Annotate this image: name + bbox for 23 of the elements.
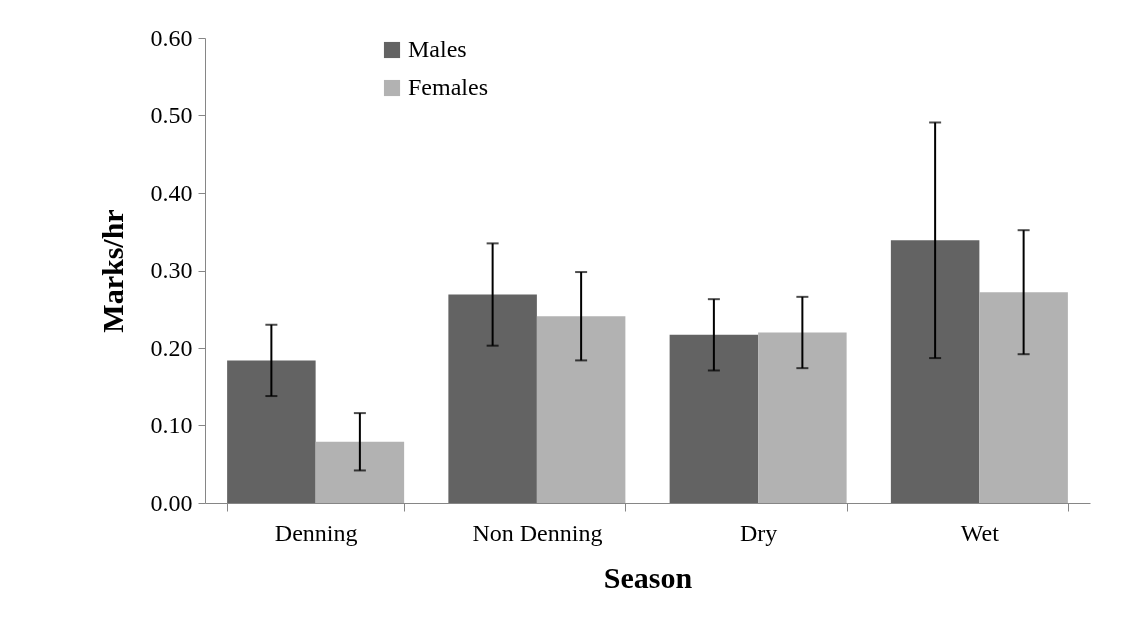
bar <box>536 316 626 503</box>
y-tick-label: 0.40 <box>150 179 193 206</box>
bar <box>758 332 847 503</box>
bar <box>890 240 980 503</box>
y-axis-title: Marks/hr <box>95 209 129 333</box>
x-tick-label: Dry <box>739 519 778 546</box>
y-tick-label: 0.10 <box>150 412 193 438</box>
bar <box>227 360 316 503</box>
bar <box>315 441 405 503</box>
y-tick-label: 0.00 <box>150 489 193 516</box>
x-tick-label: Denning <box>274 519 358 546</box>
legend-label: Males <box>408 36 467 62</box>
legend-label: Females <box>408 74 488 100</box>
y-tick-label: 0.50 <box>150 102 193 128</box>
x-tick-label: Wet <box>960 519 1000 546</box>
bar <box>669 334 759 503</box>
bar <box>979 292 1068 503</box>
x-axis-title: Season <box>603 560 693 594</box>
y-tick-label: 0.20 <box>150 334 193 361</box>
y-tick-label: 0.30 <box>150 257 193 283</box>
y-tick-label: 0.60 <box>150 24 193 51</box>
bar <box>448 294 537 503</box>
x-tick-label: Non Denning <box>472 519 603 546</box>
